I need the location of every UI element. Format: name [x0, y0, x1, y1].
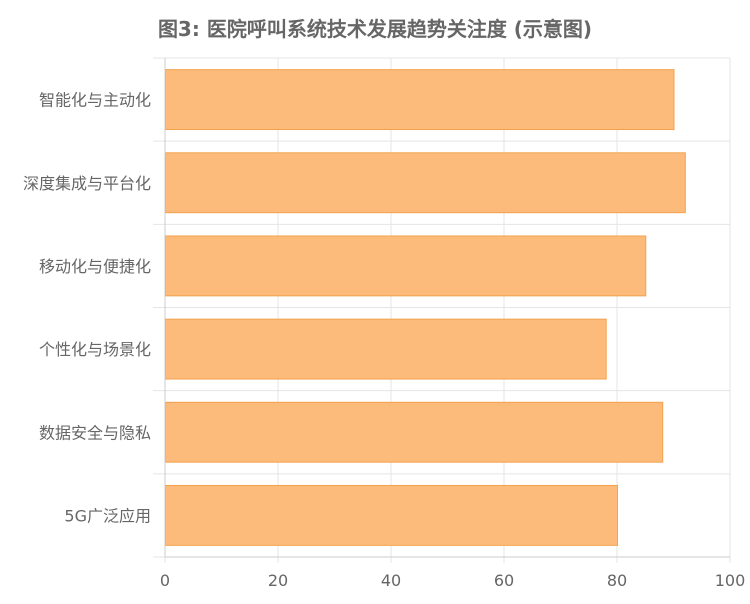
x-tick-label: 40 [381, 571, 401, 590]
category-label: 智能化与主动化 [39, 91, 151, 110]
category-label: 个性化与场景化 [39, 340, 151, 359]
bar-1 [165, 152, 686, 214]
x-tick-labels: 0 20 40 60 80 100 [160, 571, 745, 590]
x-tick-label: 60 [494, 571, 514, 590]
x-tick-label: 100 [715, 571, 746, 590]
bar-layer [165, 69, 686, 546]
bar-2 [165, 235, 647, 297]
bar-4 [165, 401, 664, 463]
category-label: 数据安全与隐私 [39, 423, 151, 442]
bar-5 [165, 484, 618, 546]
x-tick-label: 80 [607, 571, 627, 590]
chart-title: 图3: 医院呼叫系统技术发展趋势关注度 (示意图) [158, 17, 592, 41]
x-tick-label: 20 [268, 571, 288, 590]
axis-layer [164, 58, 730, 558]
category-label: 5G广泛应用 [64, 506, 151, 525]
bar-0 [165, 69, 675, 131]
category-label: 深度集成与平台化 [23, 174, 151, 193]
x-tick-label: 0 [160, 571, 170, 590]
bar-3 [165, 318, 607, 380]
category-label: 移动化与便捷化 [39, 257, 151, 276]
